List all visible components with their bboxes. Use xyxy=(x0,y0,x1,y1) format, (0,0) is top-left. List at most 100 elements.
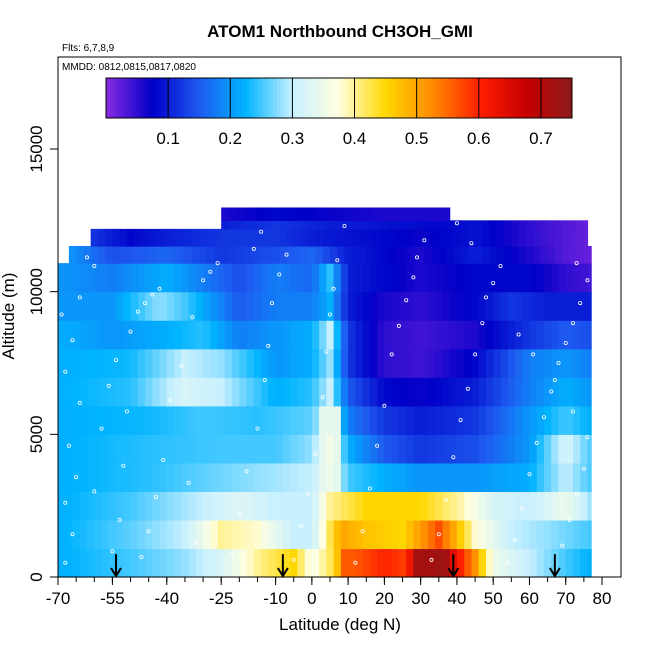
heatmap-cell xyxy=(290,291,298,321)
heatmap-cell xyxy=(500,519,509,550)
colorbar-segment xyxy=(439,78,445,118)
heatmap-cell xyxy=(130,548,139,578)
heatmap-cell xyxy=(558,519,567,550)
heatmap-cell xyxy=(203,491,211,521)
heatmap-cell xyxy=(126,246,135,264)
heatmap-cell xyxy=(525,246,534,264)
heatmap-cell xyxy=(268,434,277,464)
observation-point xyxy=(63,500,68,505)
heatmap-cell xyxy=(485,320,494,350)
colorbar-segment xyxy=(187,78,192,118)
heatmap-cell xyxy=(282,320,291,350)
heatmap-cell xyxy=(366,207,375,221)
heatmap-cell xyxy=(438,246,447,264)
heatmap-cell xyxy=(228,228,237,247)
heatmap-cell xyxy=(87,462,95,492)
heatmap-cell xyxy=(145,405,153,435)
heatmap-cell xyxy=(565,548,574,578)
heatmap-cell xyxy=(333,491,342,521)
observation-point xyxy=(480,321,485,326)
heatmap-cell xyxy=(250,207,259,221)
heatmap-cell xyxy=(282,462,291,492)
heatmap-cell xyxy=(540,220,549,230)
heatmap-cell xyxy=(58,320,66,350)
colorbar-segment xyxy=(405,78,410,118)
heatmap-cell xyxy=(152,405,161,435)
heatmap-cell xyxy=(471,491,480,521)
observation-point xyxy=(451,455,456,460)
heatmap-cell xyxy=(507,291,516,321)
heatmap-cell xyxy=(123,263,132,293)
heatmap-cell xyxy=(580,291,589,321)
heatmap-cell xyxy=(79,491,88,521)
heatmap-cell xyxy=(224,320,233,350)
heatmap-cell xyxy=(326,291,335,321)
heatmap-cell xyxy=(264,228,273,247)
heatmap-cell xyxy=(195,263,204,293)
heatmap-cell xyxy=(351,228,360,247)
heatmap-cell xyxy=(485,291,494,321)
heatmap-cell xyxy=(420,320,429,350)
colorbar-segment xyxy=(160,78,165,118)
chart-title: ATOM1 Northbound CH3OH_GMI xyxy=(207,22,473,41)
heatmap-cell xyxy=(460,228,469,247)
heatmap-cell xyxy=(261,263,269,293)
heatmap-cell xyxy=(261,377,269,407)
heatmap-cell xyxy=(72,462,81,492)
heatmap-cell xyxy=(315,220,324,230)
heatmap-cell xyxy=(456,405,465,435)
heatmap-cell xyxy=(101,491,110,521)
heatmap-cell xyxy=(587,491,592,521)
heatmap-cell xyxy=(130,405,139,435)
heatmap-cell xyxy=(145,519,153,550)
heatmap-cell xyxy=(348,548,356,578)
heatmap-cell xyxy=(65,405,74,435)
heatmap-cell xyxy=(514,519,523,550)
heatmap-cell xyxy=(587,462,592,492)
heatmap-cell xyxy=(235,220,244,230)
heatmap-cell xyxy=(359,228,367,247)
heatmap-cell xyxy=(344,246,353,264)
heatmap-cell xyxy=(282,377,291,407)
heatmap-cell xyxy=(228,246,237,264)
heatmap-cell xyxy=(322,220,331,230)
x-tick-label: -70 xyxy=(46,589,71,608)
heatmap-cell xyxy=(417,228,425,247)
heatmap-cell xyxy=(337,220,346,230)
heatmap-cell xyxy=(449,377,458,407)
heatmap-cell xyxy=(362,462,371,492)
colorbar-segment xyxy=(346,78,352,118)
colorbar-segment xyxy=(505,78,511,118)
observation-point xyxy=(585,435,590,440)
heatmap-cell xyxy=(145,377,153,407)
heatmap-cell xyxy=(141,246,150,264)
colorbar-segment xyxy=(486,78,491,118)
heatmap-cell xyxy=(322,246,331,264)
x-tick-label: -25 xyxy=(209,589,234,608)
colorbar-segment xyxy=(393,78,398,118)
heatmap-cell xyxy=(94,462,103,492)
heatmap-cell xyxy=(500,548,509,578)
heatmap-cell xyxy=(377,548,385,578)
heatmap-cell xyxy=(174,491,182,521)
heatmap-cell xyxy=(565,348,574,378)
heatmap-cell xyxy=(275,548,284,578)
heatmap-cell xyxy=(137,377,146,407)
heatmap-cell xyxy=(540,246,549,264)
heatmap-cell xyxy=(112,246,121,264)
heatmap-cell xyxy=(152,491,161,521)
colorbar-segment xyxy=(459,78,464,118)
heatmap-cell xyxy=(471,348,480,378)
observation-point xyxy=(92,489,97,494)
heatmap-cell xyxy=(529,348,538,378)
heatmap-cell xyxy=(108,491,117,521)
heatmap-cell xyxy=(181,548,190,578)
heatmap-cell xyxy=(290,491,298,521)
heatmap-cell xyxy=(253,405,262,435)
heatmap-cell xyxy=(351,246,360,264)
heatmap-cell xyxy=(464,548,473,578)
heatmap-cell xyxy=(58,348,66,378)
heatmap-cell xyxy=(504,246,512,264)
heatmap-cell xyxy=(159,405,168,435)
heatmap-cell xyxy=(514,348,523,378)
